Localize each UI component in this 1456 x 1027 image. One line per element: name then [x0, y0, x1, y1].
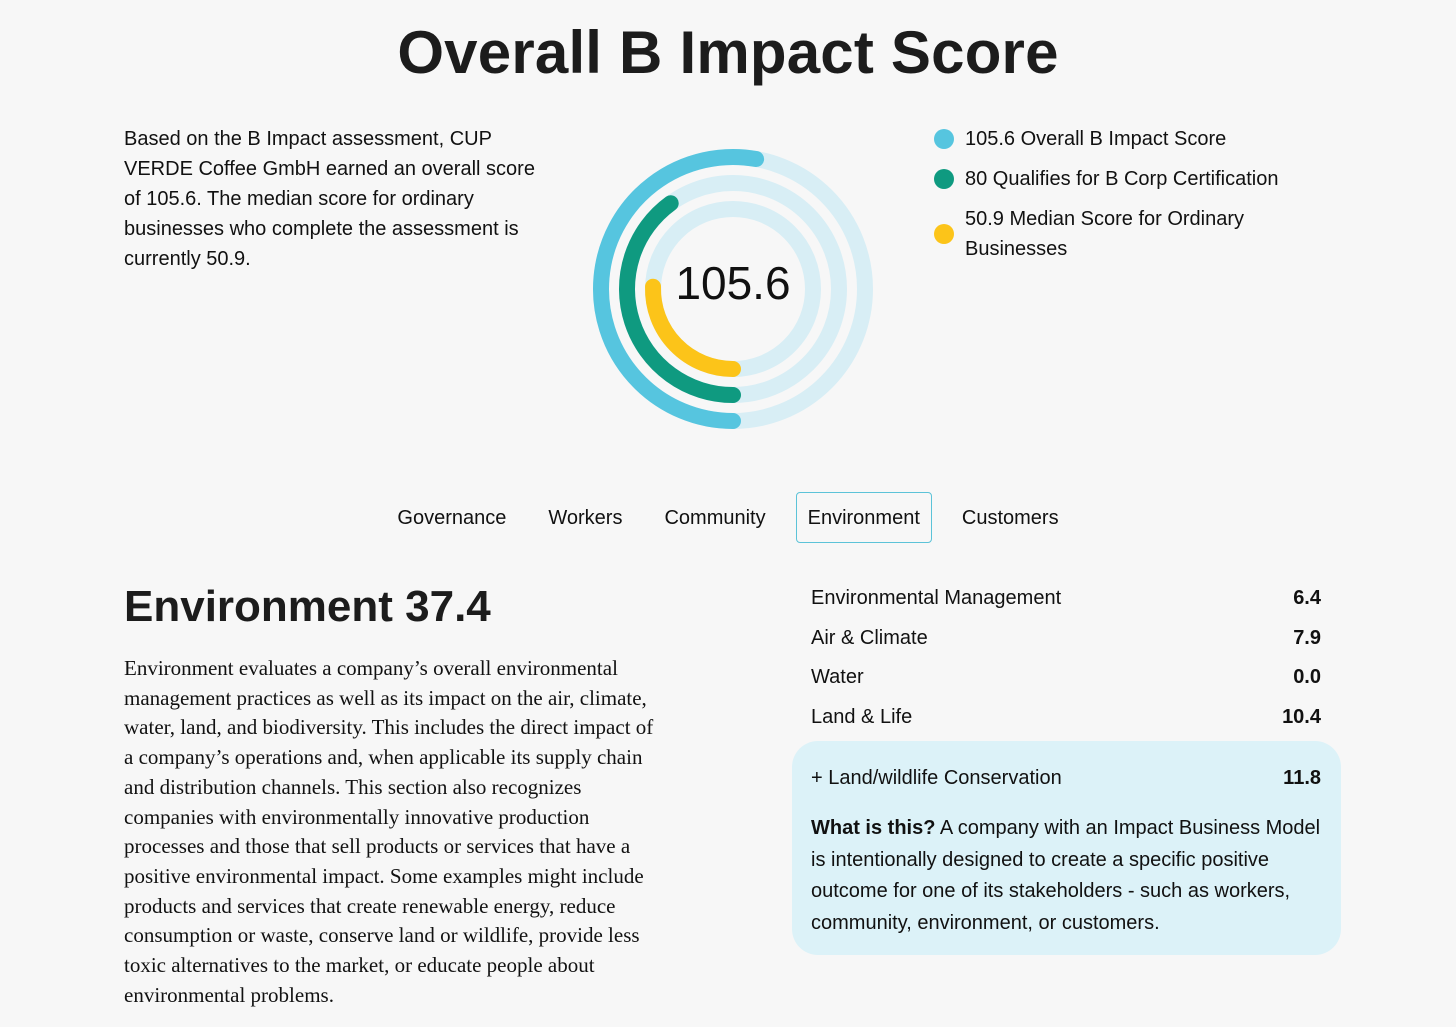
- ring-arc-overall: [593, 149, 765, 429]
- subscore-row: Land & Life 10.4: [811, 702, 1321, 742]
- subscore-value: 0.0: [1293, 666, 1321, 689]
- legend-dot-median: [934, 224, 954, 244]
- subscore-value: 7.9: [1293, 626, 1321, 649]
- subscore-row: Water 0.0: [811, 662, 1321, 702]
- legend-label-overall: 105.6 Overall B Impact Score: [965, 128, 1227, 150]
- score-rings-svg: [593, 149, 873, 429]
- score-rings-chart: 105.6: [588, 144, 878, 434]
- legend-label-qualifies: 80 Qualifies for B Corp Certification: [965, 168, 1279, 190]
- section-description: Environment evaluates a company’s overal…: [124, 656, 654, 1007]
- ibm-label: + Land/wildlife Conservation: [811, 767, 1062, 789]
- legend-dot-overall: [934, 129, 954, 149]
- legend-item-median: 50.9 Median Score for Ordinary Businesse…: [934, 204, 1294, 264]
- legend-item-qualifies: 80 Qualifies for B Corp Certification: [934, 164, 1294, 194]
- tab-governance[interactable]: Governance: [397, 507, 507, 529]
- subscore-row: Air & Climate 7.9: [811, 623, 1321, 663]
- subscore-label: Environmental Management: [811, 587, 1062, 609]
- subscore-label: Water: [811, 666, 864, 689]
- intro-text: Based on the B Impact assessment, CUP VE…: [124, 128, 535, 270]
- ibm-question: What is this?: [811, 817, 936, 839]
- tab-environment[interactable]: Environment: [795, 492, 932, 543]
- legend-item-overall: 105.6 Overall B Impact Score: [934, 124, 1294, 154]
- impact-business-model-box: + Land/wildlife Conservation 11.8 What i…: [792, 741, 1341, 955]
- impact-business-model-row: + Land/wildlife Conservation 11.8: [811, 763, 1321, 793]
- ibm-explanation-text: A company with an Impact Business Model …: [811, 817, 1321, 934]
- subscore-value: 6.4: [1293, 587, 1321, 609]
- ring-arc-qualifies: [619, 195, 741, 403]
- ibm-explanation: What is this? A company with an Impact B…: [811, 813, 1321, 939]
- ibm-value: 11.8: [1283, 767, 1321, 789]
- subscore-label: Air & Climate: [811, 626, 928, 649]
- impact-area-tabs: Governance Workers Community Environment…: [0, 492, 1456, 543]
- legend-label-median: 50.9 Median Score for Ordinary Businesse…: [965, 208, 1245, 260]
- center-score: 105.6: [675, 257, 791, 309]
- subscore-label: Land & Life: [811, 706, 913, 729]
- legend-dot-qualifies: [934, 169, 954, 189]
- tab-customers[interactable]: Customers: [961, 507, 1059, 529]
- subscore-row: Environmental Management 6.4: [811, 583, 1321, 623]
- page-title: Overall B Impact Score: [397, 19, 1059, 86]
- ring-arc-median: [645, 278, 741, 377]
- section-title: Environment 37.4: [124, 582, 491, 631]
- score-legend: 105.6 Overall B Impact Score 80 Qualifie…: [934, 124, 1294, 274]
- subscore-value: 10.4: [1282, 706, 1321, 729]
- subscore-list: Environmental Management 6.4 Air & Clima…: [811, 583, 1321, 742]
- tab-workers[interactable]: Workers: [548, 507, 623, 529]
- tab-community[interactable]: Community: [664, 507, 766, 529]
